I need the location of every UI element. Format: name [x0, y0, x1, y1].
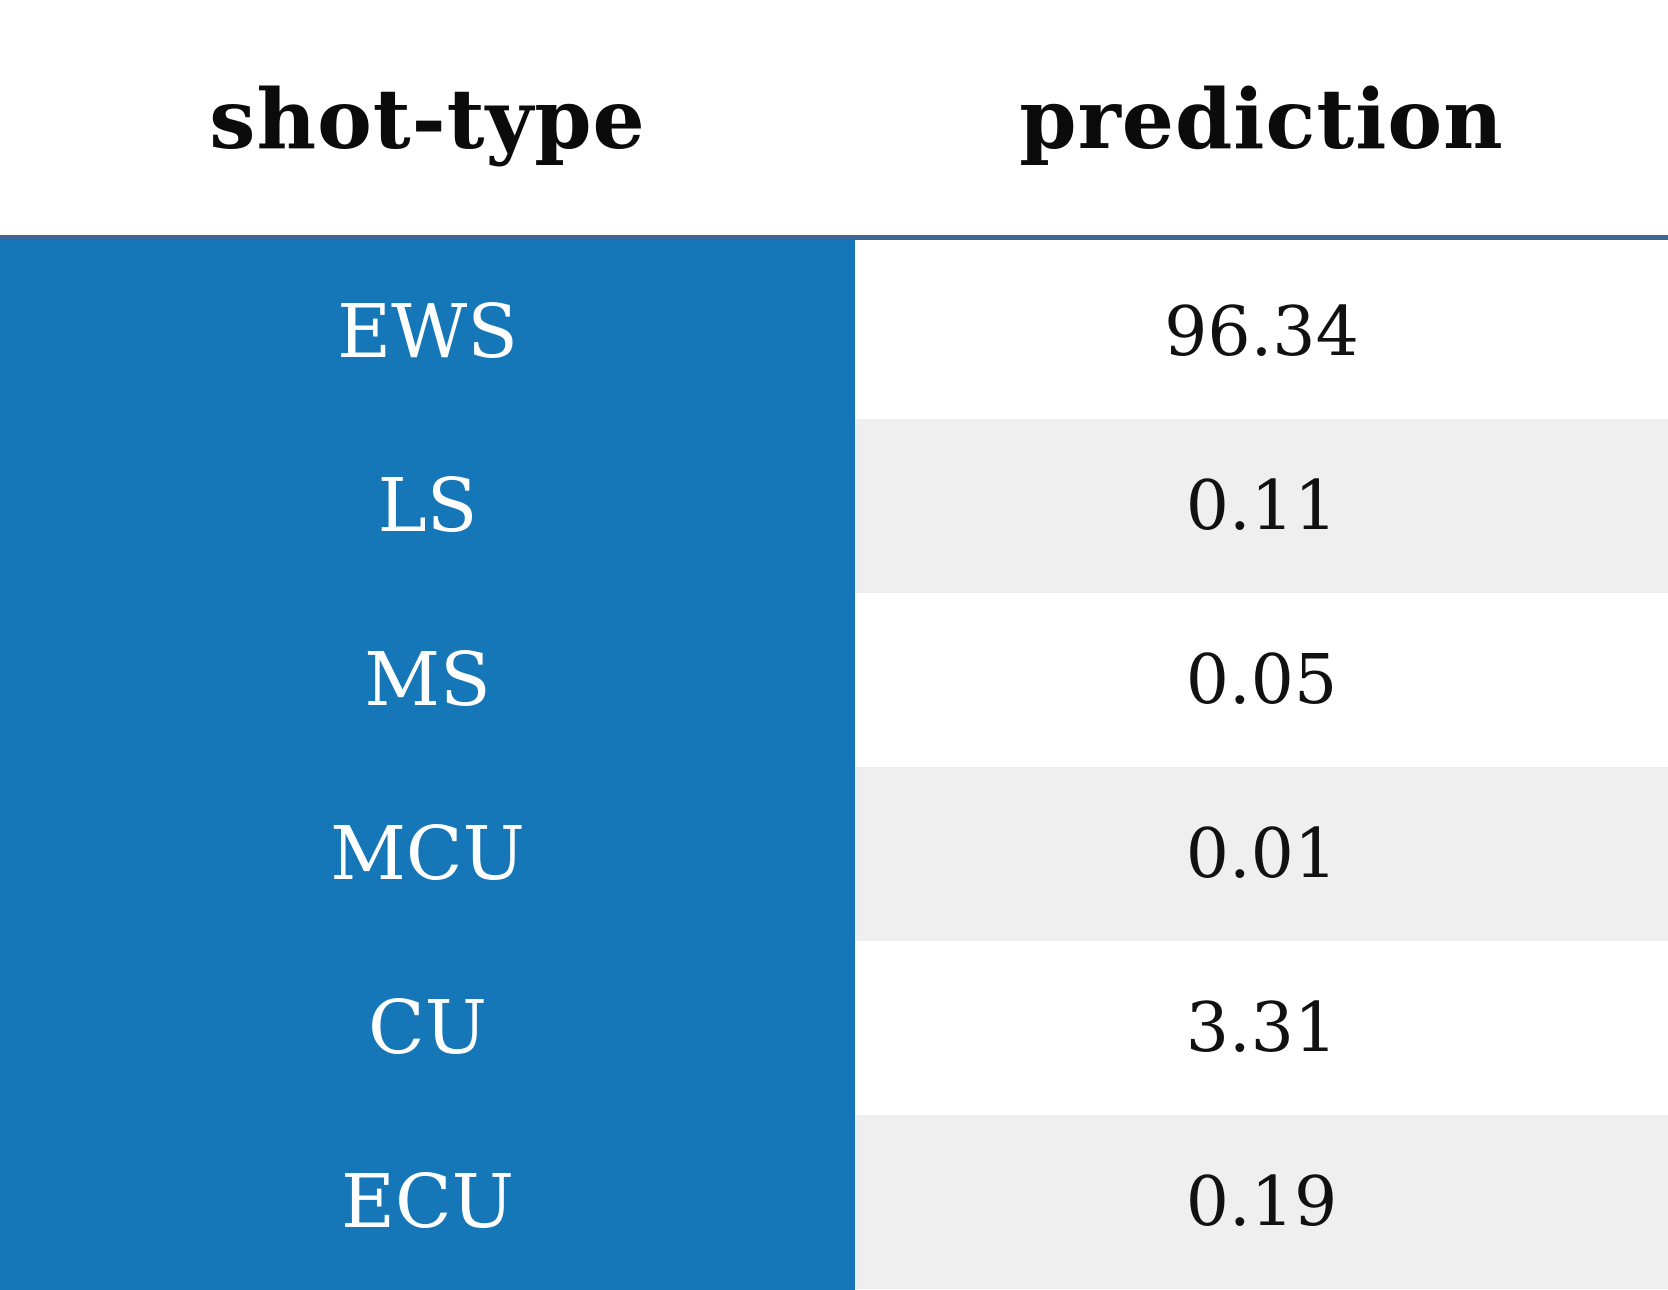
- prediction-value: 96.34: [1164, 292, 1359, 372]
- shot-type-column: [0, 240, 855, 1290]
- prediction-value: 3.31: [1185, 988, 1338, 1068]
- row-value-cell: 0.19: [855, 1115, 1668, 1289]
- row-value-cell: 3.31: [855, 941, 1668, 1115]
- row-value-cell: 0.05: [855, 593, 1668, 767]
- shot-type-label: LS: [377, 463, 478, 549]
- column-header-prediction: prediction: [1019, 72, 1504, 168]
- shot-type-label: MCU: [330, 811, 525, 897]
- shot-type-label: ECU: [340, 1159, 514, 1245]
- shot-type-label: EWS: [337, 289, 518, 375]
- row-label-cell: MCU: [0, 767, 855, 941]
- row-label-cell: MS: [0, 593, 855, 767]
- row-value-cell: 0.11: [855, 419, 1668, 593]
- shot-type-label: MS: [364, 637, 491, 723]
- column-header-shot-type: shot-type: [209, 72, 646, 168]
- row-label-cell: EWS: [0, 245, 855, 419]
- row-label-cell: CU: [0, 941, 855, 1115]
- row-label-cell: LS: [0, 419, 855, 593]
- prediction-value: 0.01: [1185, 814, 1338, 894]
- row-value-cell: 0.01: [855, 767, 1668, 941]
- table-header: shot-type prediction: [0, 0, 1668, 240]
- prediction-value: 0.05: [1185, 640, 1338, 720]
- row-value-cell: 96.34: [855, 245, 1668, 419]
- shot-type-label: CU: [368, 985, 487, 1071]
- row-label-cell: ECU: [0, 1115, 855, 1289]
- prediction-value: 0.11: [1185, 466, 1338, 546]
- prediction-value: 0.19: [1185, 1162, 1338, 1242]
